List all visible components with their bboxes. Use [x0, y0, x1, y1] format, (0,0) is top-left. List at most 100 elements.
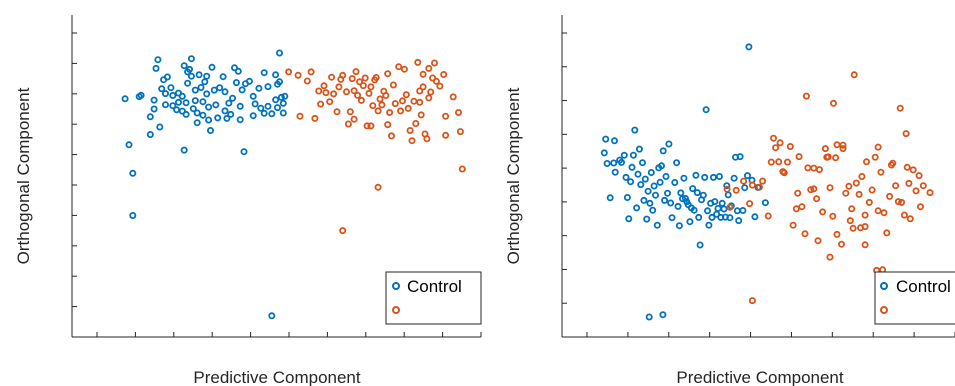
left-point-control: [191, 86, 199, 94]
left-point-control: [272, 71, 280, 79]
left-point-control: [273, 104, 281, 112]
left-point-control: [191, 97, 199, 105]
right-point-other: [764, 212, 772, 220]
right-point-other: [746, 200, 754, 208]
left-point-other: [427, 88, 435, 96]
right-point-control: [668, 214, 676, 222]
right-legend-marker-control: [880, 282, 888, 290]
left-point-control: [161, 90, 169, 98]
right-point-other: [779, 168, 787, 176]
right-point-control: [679, 195, 687, 203]
left-point-other: [382, 92, 390, 100]
left-point-control: [230, 64, 238, 72]
left-point-other: [352, 68, 360, 76]
right-point-control: [661, 196, 669, 204]
right-point-other: [759, 177, 767, 185]
right-point-control: [735, 217, 743, 225]
left-point-control: [208, 63, 216, 71]
right-x-axis-label: Predictive Component: [676, 368, 844, 386]
right-point-control: [652, 191, 660, 199]
right-point-other: [772, 144, 780, 152]
left-point-other: [367, 83, 375, 91]
right-point-other: [789, 221, 797, 229]
right-point-control: [686, 218, 694, 226]
left-point-control: [180, 146, 188, 154]
right-axes: [561, 15, 955, 338]
right-point-other: [892, 182, 900, 190]
left-point-control: [232, 79, 240, 87]
left-point-control: [260, 109, 268, 117]
left-point-other: [317, 100, 325, 108]
left-point-control: [137, 91, 145, 99]
right-point-other: [839, 145, 847, 153]
right-point-control: [730, 174, 738, 182]
right-point-control: [658, 162, 666, 170]
right-point-control: [623, 193, 631, 201]
right-point-control: [673, 159, 681, 167]
right-point-other: [905, 179, 913, 187]
right-point-other: [880, 209, 888, 217]
right-point-control: [741, 184, 749, 192]
left-point-control: [203, 72, 211, 80]
right-point-control: [720, 205, 728, 213]
chart-right: Predictive Component Orthogonal Componen…: [504, 15, 955, 386]
left-point-other: [348, 75, 356, 83]
left-point-control: [152, 64, 160, 72]
left-point-other: [425, 64, 433, 72]
left-point-control: [238, 86, 246, 94]
right-point-other: [857, 224, 865, 232]
left-point-other: [350, 115, 358, 123]
left-point-other: [412, 120, 420, 128]
right-point-control: [689, 185, 697, 193]
right-point-other: [912, 187, 920, 195]
right-point-other: [839, 141, 847, 149]
left-point-control: [206, 127, 214, 135]
right-point-other: [826, 184, 834, 192]
left-legend-box: [385, 271, 482, 325]
right-point-control: [627, 178, 635, 186]
right-point-control: [751, 213, 759, 221]
left-point-other: [285, 68, 293, 76]
left-point-other: [391, 100, 399, 108]
right-point-other: [823, 153, 831, 161]
right-point-control: [709, 173, 717, 181]
right-point-other: [919, 182, 927, 190]
right-point-control: [701, 173, 709, 181]
left-point-control: [121, 95, 129, 103]
right-point-control: [620, 151, 628, 159]
right-point-control: [702, 106, 710, 114]
left-point-control: [169, 92, 177, 100]
right-point-other: [810, 164, 818, 172]
right-point-other: [896, 104, 904, 112]
left-y-axis-label: Orthogonal Component: [14, 87, 33, 264]
right-point-control: [606, 194, 614, 202]
left-point-other: [355, 78, 363, 86]
right-point-other: [794, 189, 802, 197]
right-point-other: [821, 145, 829, 153]
right-point-control: [611, 137, 619, 145]
right-point-control: [634, 170, 642, 178]
right-point-control: [705, 221, 713, 229]
left-point-other: [326, 98, 334, 106]
left-point-other: [374, 183, 382, 191]
right-point-control: [618, 158, 626, 166]
left-point-other: [367, 122, 375, 130]
right-point-other: [838, 240, 846, 248]
right-point-other: [855, 190, 863, 198]
left-point-other: [339, 71, 347, 79]
right-point-control: [723, 182, 731, 190]
left-point-control: [251, 100, 259, 108]
left-point-other: [400, 65, 408, 73]
left-point-other: [454, 109, 462, 117]
left-point-control: [180, 62, 188, 70]
left-point-control: [182, 99, 190, 107]
left-point-control: [203, 90, 211, 98]
right-point-control: [667, 199, 675, 207]
right-point-other: [804, 164, 812, 172]
left-point-other: [436, 82, 444, 90]
left-point-other: [361, 74, 369, 82]
right-point-other: [740, 177, 748, 185]
right-point-control: [646, 199, 654, 207]
left-point-control: [268, 312, 276, 320]
